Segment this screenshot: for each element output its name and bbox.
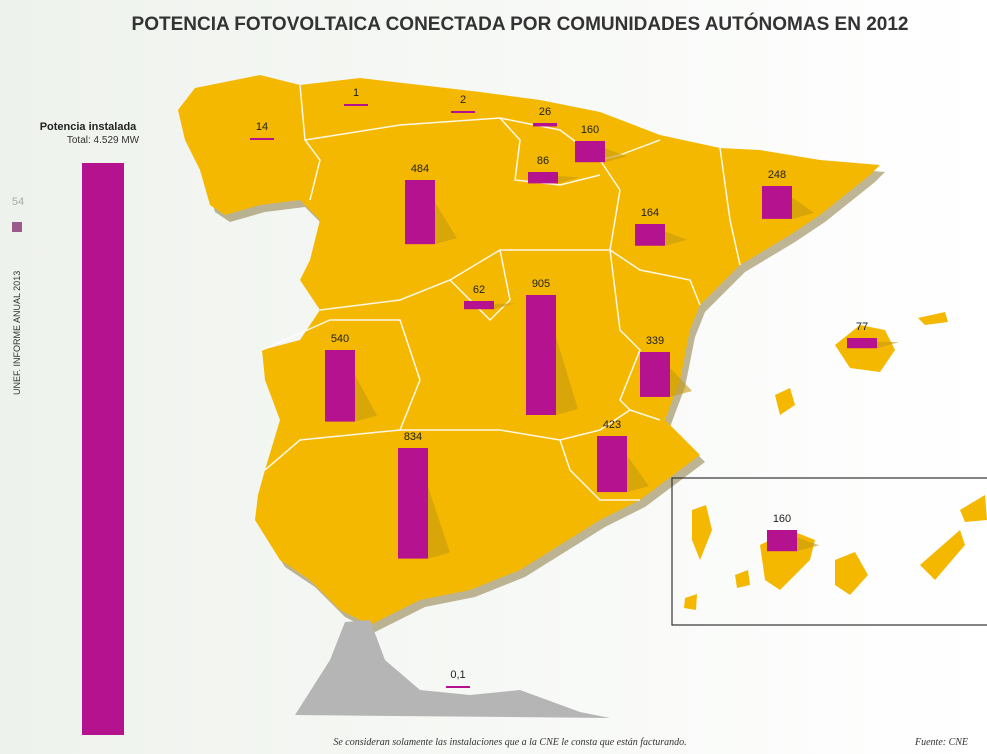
bar (250, 138, 274, 140)
value-label: 160 (773, 513, 791, 525)
value-label: 834 (404, 431, 422, 443)
value-label: 1 (353, 87, 359, 99)
ceuta-melilla (295, 620, 610, 718)
side-text: UNEF. INFORME ANUAL 2013 (12, 271, 22, 395)
value-label: 423 (603, 419, 621, 431)
bar (344, 104, 368, 106)
value-label: 0,1 (450, 669, 465, 681)
bar-shadow (494, 303, 516, 310)
bar (446, 686, 470, 688)
value-label: 86 (537, 155, 549, 167)
bar (847, 338, 877, 349)
bar (398, 448, 428, 559)
value-label: 62 (473, 284, 485, 296)
total-heading: Potencia instalada (40, 121, 137, 133)
value-label: 77 (856, 321, 868, 333)
bar (575, 141, 605, 163)
bar-shadow (435, 202, 457, 245)
value-label: 160 (581, 124, 599, 136)
bar-shadow (556, 337, 578, 416)
bar-shadow (428, 486, 450, 559)
bar-shadow (355, 375, 377, 422)
value-label: 905 (532, 278, 550, 290)
bar (464, 301, 494, 310)
bar (526, 295, 556, 416)
bar (325, 350, 355, 422)
bar (640, 352, 670, 397)
bar-shadow (558, 175, 580, 184)
bar (597, 436, 627, 493)
total-bar (82, 162, 124, 735)
bar (635, 224, 665, 246)
total-label: Total: 4.529 MW (67, 135, 140, 146)
bar-shadow (605, 148, 627, 163)
title: POTENCIA FOTOVOLTAICA CONECTADA POR COMU… (132, 13, 909, 35)
page-square (12, 222, 22, 232)
canarias-box (671, 477, 987, 626)
value-label: 484 (411, 163, 429, 175)
bar-shadow (670, 367, 692, 397)
value-label: 14 (256, 121, 268, 133)
bar (528, 172, 558, 184)
bar (762, 186, 792, 219)
value-label: 540 (331, 333, 349, 345)
page-number: 54 (12, 196, 24, 208)
bar-shadow (792, 197, 814, 219)
bar (767, 530, 797, 552)
bar (533, 123, 557, 127)
source: Fuente: CNE (914, 737, 968, 748)
value-label: 164 (641, 207, 659, 219)
value-label: 26 (539, 106, 551, 118)
value-label: 248 (768, 169, 786, 181)
value-label: 339 (646, 335, 664, 347)
footnote: Se consideran solamente las instalacione… (333, 737, 686, 748)
bar-shadow (665, 231, 687, 246)
bar-shadow (877, 341, 899, 349)
bar-shadow (627, 455, 649, 493)
bar-shadow (797, 537, 819, 552)
bar (405, 180, 435, 245)
bar (451, 111, 475, 113)
value-label: 2 (460, 94, 466, 106)
